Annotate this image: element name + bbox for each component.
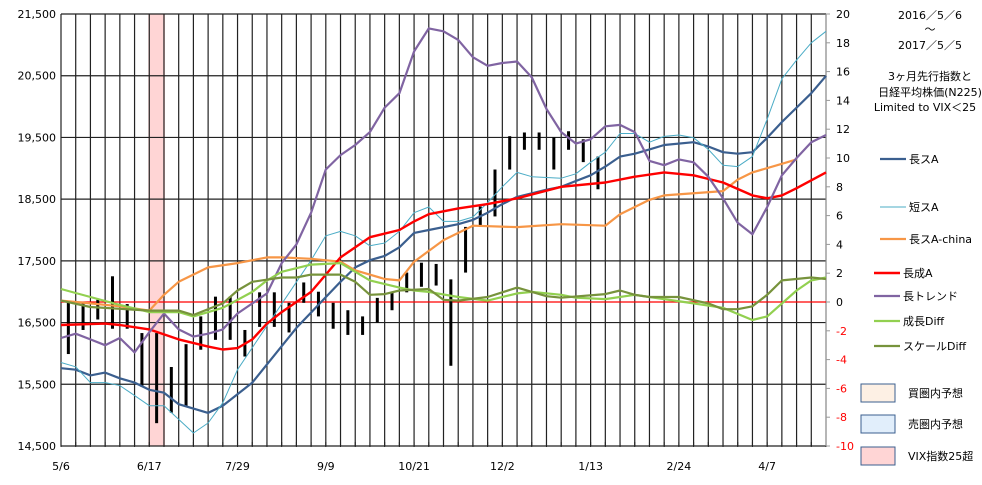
price-bar (552, 137, 556, 170)
price-bar (96, 299, 100, 320)
y-right-tick-label: 16 (836, 66, 850, 79)
title-line: 日経平均株価(N225) (878, 85, 982, 99)
y-right-tick-label: 8 (836, 181, 843, 194)
price-bar (140, 333, 144, 387)
price-bar (361, 316, 365, 335)
y-right-tick-label: 2 (836, 267, 843, 280)
y-left-tick-label: 20,500 (18, 70, 57, 83)
price-bar (346, 310, 350, 335)
title-line: 2017／5／5 (898, 39, 962, 52)
y-right-tick-label: -2 (836, 325, 847, 338)
x-tick-label: 1/13 (578, 460, 603, 473)
legend-box-label: 買圏内予想 (908, 386, 963, 400)
legend-label: スケールDiff (903, 340, 967, 353)
price-bar (522, 132, 526, 150)
x-tick-label: 5/6 (52, 460, 70, 473)
y-right-tick-label: 4 (836, 238, 843, 251)
price-bar (228, 296, 232, 340)
series-line-4 (60, 27, 827, 354)
price-bar (81, 302, 85, 330)
price-bar (125, 304, 129, 329)
price-bar (405, 272, 409, 293)
title-line: 2016／5／6 (898, 9, 962, 22)
price-bar (508, 136, 512, 170)
legend-label: 成長Diff (903, 315, 945, 328)
price-bar (287, 302, 291, 333)
legend-label: 長トレンド (903, 290, 958, 303)
price-bar (596, 156, 600, 190)
price-bar (390, 292, 394, 311)
series-line-6 (60, 273, 827, 317)
title-line: ～ (925, 23, 936, 36)
vix-band (148, 14, 165, 446)
price-bar (213, 296, 217, 340)
x-tick-label: 6/17 (137, 460, 162, 473)
price-bar (581, 139, 585, 163)
price-bar (537, 132, 541, 150)
price-bar (464, 226, 468, 273)
x-tick-label: 12/2 (490, 460, 515, 473)
legend-label: 長成A (903, 267, 933, 280)
price-bar (66, 302, 70, 355)
price-bar (155, 333, 159, 424)
y-right-tick-label: 12 (836, 123, 850, 136)
series-line-1 (60, 30, 827, 434)
price-bar (567, 131, 571, 150)
price-bar (375, 297, 379, 323)
title-line: Limited to VIX＜25 (874, 101, 976, 114)
legend-box-label: 売圏内予想 (908, 417, 963, 431)
price-bar (434, 263, 438, 286)
legend-box (860, 383, 896, 403)
y-right-tick-label: -6 (836, 382, 847, 395)
legend-box (860, 414, 896, 434)
y-left-tick-label: 16,500 (18, 317, 57, 330)
price-bar (258, 292, 262, 327)
x-tick-label: 9/9 (317, 460, 335, 473)
y-left-tick-label: 21,500 (18, 8, 57, 21)
price-bar (169, 367, 173, 413)
x-tick-label: 10/21 (398, 460, 430, 473)
series-line-0 (60, 75, 827, 414)
y-right-tick-label: 0 (836, 296, 843, 309)
price-bar (493, 169, 497, 217)
y-right-tick-label: 6 (836, 210, 843, 223)
legend-box (860, 446, 896, 466)
y-right-tick-label: 18 (836, 37, 850, 50)
price-bar (331, 302, 335, 329)
price-bar (184, 344, 188, 407)
y-right-tick-label: -4 (836, 354, 847, 367)
title-line: 3ヶ月先行指数と (888, 69, 972, 83)
legend-box-label: VIX指数25超 (908, 449, 973, 463)
y-left-tick-label: 18,500 (18, 193, 57, 206)
y-right-tick-label: 14 (836, 94, 850, 107)
legend-label: 長スA-china (909, 233, 972, 246)
price-bar (302, 282, 306, 303)
price-bar (272, 292, 276, 327)
y-right-tick-label: 10 (836, 152, 850, 165)
legend-label: 短スA (909, 200, 939, 214)
x-tick-label: 2/24 (667, 460, 692, 473)
legend-label: 長スA (909, 153, 939, 166)
y-left-tick-label: 15,500 (18, 378, 57, 391)
y-left-tick-label: 19,500 (18, 131, 57, 144)
x-tick-label: 4/7 (758, 460, 776, 473)
x-tick-label: 7/29 (225, 460, 250, 473)
y-left-tick-label: 14,500 (18, 440, 57, 453)
price-bar (419, 262, 423, 287)
y-right-tick-label: 20 (836, 8, 850, 21)
price-bar (449, 279, 453, 366)
price-bar (199, 316, 203, 350)
series-line-2 (60, 158, 797, 312)
y-right-tick-label: -8 (836, 411, 847, 424)
series-line-3 (60, 171, 827, 351)
y-left-tick-label: 17,500 (18, 255, 57, 268)
y-right-tick-label: -10 (836, 440, 854, 453)
